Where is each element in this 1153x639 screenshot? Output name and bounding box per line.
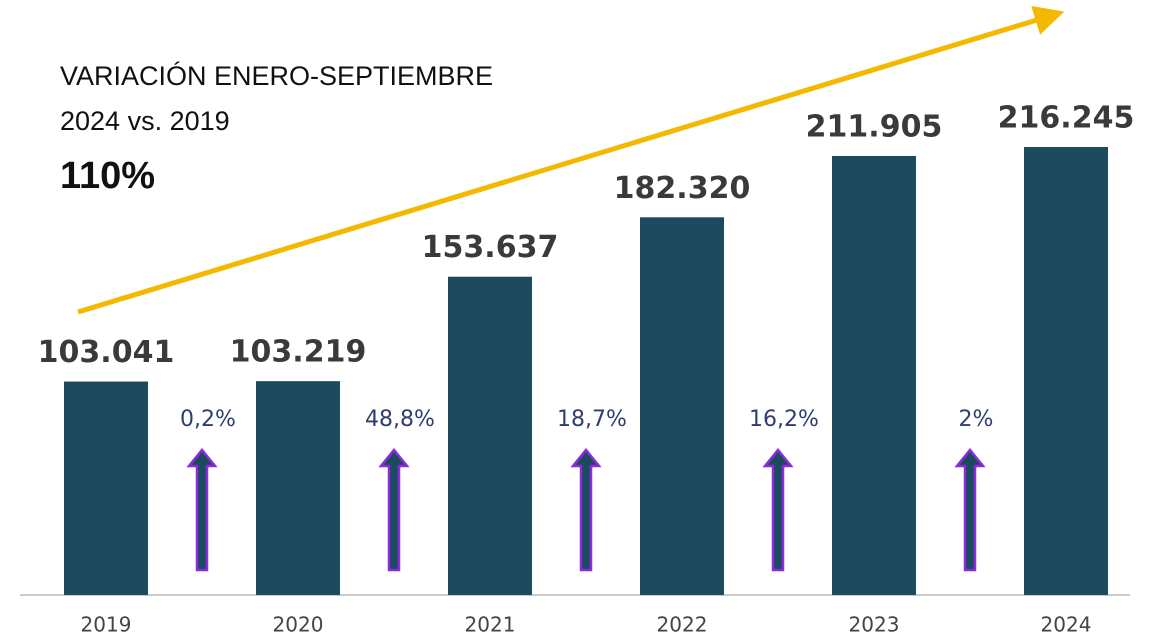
growth-label: 16,2% [749, 407, 819, 432]
x-tick-label: 2024 [1041, 613, 1092, 637]
value-label: 182.320 [614, 171, 751, 206]
headline: 110% [60, 155, 155, 197]
growth-arrow [186, 448, 218, 572]
value-label: 103.219 [230, 335, 367, 370]
x-tick-label: 2023 [849, 613, 900, 637]
growth-arrow [762, 448, 794, 572]
x-tick-label: 2021 [465, 613, 516, 637]
x-tick-label: 2022 [657, 613, 708, 637]
bar [256, 381, 340, 595]
growth-label: 0,2% [180, 407, 236, 432]
value-label: 153.637 [422, 230, 559, 265]
growth-arrow [570, 448, 602, 572]
value-label: 211.905 [806, 109, 943, 144]
value-label: 103.041 [38, 335, 175, 370]
x-tick-label: 2020 [273, 613, 324, 637]
bar [64, 381, 148, 595]
bar [832, 155, 916, 596]
growth-label: 48,8% [365, 407, 435, 432]
growth-label: 2% [959, 407, 994, 432]
value-label: 216.245 [998, 101, 1135, 136]
chart-subtitle: 2024 vs. 2019 [60, 106, 230, 136]
bar [640, 217, 724, 595]
x-tick-label: 2019 [81, 613, 132, 637]
chart-title: VARIACIÓN ENERO-SEPTIEMBRE [60, 60, 493, 91]
growth-label: 18,7% [557, 407, 627, 432]
growth-arrow [378, 448, 410, 572]
bar [448, 276, 532, 595]
trend-arrow [77, 6, 1065, 315]
growth-arrow [954, 448, 986, 572]
bar [1024, 147, 1108, 595]
